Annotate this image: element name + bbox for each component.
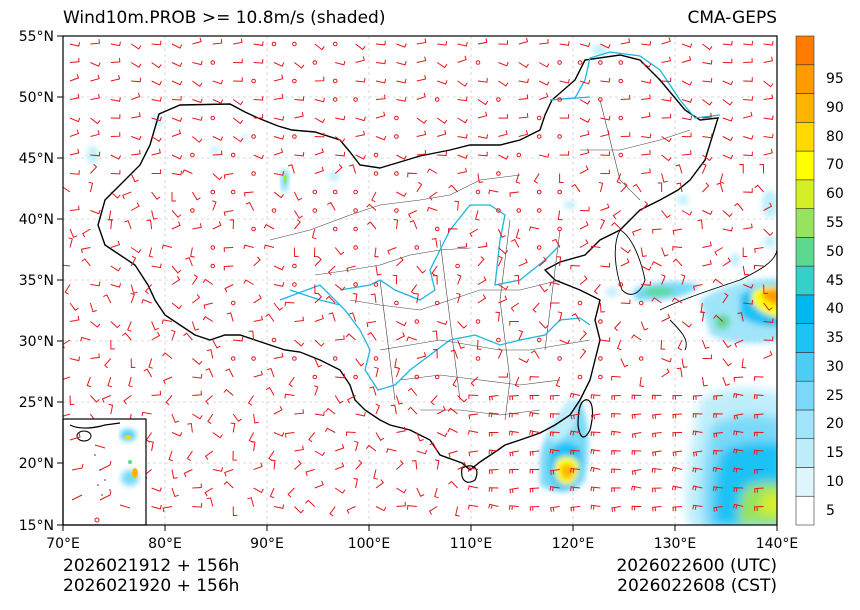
colorbar-bin	[796, 36, 814, 65]
y-tick-label: 45°N	[19, 151, 54, 167]
colorbar-bin	[796, 266, 814, 295]
y-tick-label: 40°N	[19, 212, 54, 228]
y-tick-label: 15°N	[19, 518, 54, 534]
colorbar-bin	[796, 237, 814, 266]
colorbar-bin	[796, 467, 814, 496]
y-tick-label: 25°N	[19, 395, 54, 411]
colorbar-bin	[796, 94, 814, 123]
y-axis: 55°N 50°N 45°N 40°N 35°N 30°N 25°N 20°N …	[19, 29, 63, 534]
colorbar-tick-label: 30	[826, 359, 844, 375]
x-axis: 70°E 80°E 90°E 100°E 110°E 120°E 130°E 1…	[46, 525, 798, 552]
colorbar-tick-label: 45	[826, 273, 844, 289]
footer-right: 2026022600 (UTC) 2026022608 (CST)	[616, 556, 777, 596]
colorbar-bin	[796, 439, 814, 468]
x-tick-label: 130°E	[654, 536, 697, 552]
colorbar-bin	[796, 324, 814, 353]
colorbar-bin	[796, 381, 814, 410]
y-tick-label: 30°N	[19, 334, 54, 350]
colorbar-tick-label: 55	[826, 215, 844, 231]
footer-left: 2026021912 + 156h 2026021920 + 156h	[63, 556, 239, 596]
x-tick-label: 120°E	[552, 536, 595, 552]
colorbar-bin	[796, 65, 814, 94]
x-tick-label: 110°E	[450, 536, 493, 552]
init-time: 2026021912 + 156h	[63, 556, 239, 576]
colorbar-bin	[796, 209, 814, 238]
colorbar-tick-label: 60	[826, 186, 844, 202]
y-tick-label: 50°N	[19, 90, 54, 106]
south-china-sea-inset	[63, 419, 146, 525]
y-tick-label: 55°N	[19, 29, 54, 45]
colorbar-tick-label: 5	[826, 503, 835, 519]
colorbar-bin	[796, 352, 814, 381]
colorbar-bin	[796, 180, 814, 209]
colorbar-bin	[796, 410, 814, 439]
map-canvas: 55°N 50°N 45°N 40°N 35°N 30°N 25°N 20°N …	[0, 0, 860, 610]
colorbar-tick-label: 50	[826, 244, 844, 260]
colorbar-tick-label: 95	[826, 71, 844, 87]
x-tick-label: 80°E	[148, 536, 182, 552]
colorbar-tick-label: 25	[826, 388, 844, 404]
colorbar-bin	[796, 122, 814, 151]
colorbar-tick-label: 20	[826, 416, 844, 432]
colorbar-bin	[796, 496, 814, 525]
colorbar-tick-label: 40	[826, 301, 844, 317]
colorbar-tick-label: 80	[826, 129, 844, 145]
colorbar-bin	[796, 151, 814, 180]
colorbar-tick-label: 70	[826, 157, 844, 173]
colorbar	[796, 36, 814, 525]
colorbar-tick-label: 90	[826, 100, 844, 116]
colorbar-tick-label: 10	[826, 474, 844, 490]
y-tick-label: 20°N	[19, 456, 54, 472]
colorbar-bin	[796, 295, 814, 324]
y-tick-label: 35°N	[19, 273, 54, 289]
x-tick-label: 140°E	[756, 536, 799, 552]
init-time-bjt: 2026021920 + 156h	[63, 576, 239, 596]
colorbar-tick-label: 35	[826, 330, 844, 346]
valid-time-utc: 2026022600 (UTC)	[616, 556, 777, 576]
valid-time-cst: 2026022608 (CST)	[616, 576, 777, 596]
x-tick-label: 70°E	[46, 536, 80, 552]
x-tick-label: 100°E	[348, 536, 391, 552]
colorbar-tick-label: 15	[826, 445, 844, 461]
x-tick-label: 90°E	[250, 536, 284, 552]
